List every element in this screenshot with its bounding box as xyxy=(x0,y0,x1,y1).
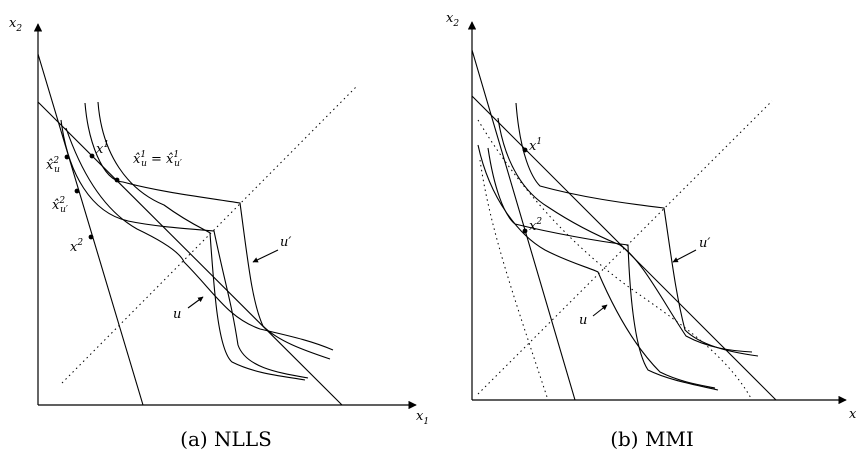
panel-a-indifference-curve-2 xyxy=(65,127,334,351)
panel-b-budget-line-2 xyxy=(471,49,576,401)
panel-b: x2 x x1 x2 u′ u (b) MMI xyxy=(446,11,857,451)
panel-a-point-x1 xyxy=(89,153,95,159)
panel-a-arrow-uprime xyxy=(252,249,279,263)
panel-a-caption: (a) NLLS xyxy=(180,427,272,451)
panel-b-label-uprime: u′ xyxy=(699,236,710,251)
panel-b-caption: (b) MMI xyxy=(610,427,694,451)
panel-a-budget-line-2 xyxy=(37,53,144,406)
panel-b-dotted-curve-1 xyxy=(477,119,753,401)
panel-a-indifference-curve-4 xyxy=(97,101,306,381)
panel-a: x2 x1 x1 x̂1 u = x̂1 u′ x̂2 u x̂2 u′ x2 u′ u… xyxy=(9,16,429,451)
panel-a-label-x1: x1 xyxy=(96,140,109,157)
panel-b-axis-x-label: x xyxy=(849,407,857,422)
panel-a-point-xhat-uprime2 xyxy=(74,188,80,194)
panel-a-axis-y-label: x2 xyxy=(9,16,22,34)
panel-b-point-x1 xyxy=(522,147,528,153)
panel-a-label-u: u xyxy=(173,307,181,322)
panel-b-indifference-curve-4 xyxy=(477,144,716,389)
panel-a-arrow-u xyxy=(187,296,204,309)
panel-a-indifference-curve-3 xyxy=(84,102,331,360)
panel-b-diagonal-ray xyxy=(477,100,773,395)
panel-b-axis-y-label: x2 xyxy=(446,11,459,29)
panel-b-dotted-curve-2 xyxy=(479,159,549,401)
panel-b-arrow-u xyxy=(592,304,608,317)
panel-a-axis-x-label: x1 xyxy=(416,409,429,427)
panel-b-label-u: u xyxy=(579,313,587,328)
panel-b-arrow-uprime xyxy=(672,249,697,263)
panel-b-label-x1: x1 xyxy=(529,137,542,154)
panel-a-label-xhat1: x̂1 u = x̂1 u′ xyxy=(133,150,182,169)
panel-b-indifference-curve-3 xyxy=(497,117,753,353)
panel-b-point-x2 xyxy=(522,228,528,234)
panel-a-budget-line-1 xyxy=(37,101,343,406)
panel-a-point-xhat-1 xyxy=(114,177,120,183)
panel-a-label-x2: x2 xyxy=(70,238,83,255)
panel-a-indifference-curve-1 xyxy=(60,119,309,379)
panel-b-indifference-curve-2 xyxy=(487,147,719,391)
panel-b-label-x2: x2 xyxy=(529,217,542,234)
panel-a-label-uprime: u′ xyxy=(280,235,291,250)
panel-a-label-xhat-u2: x̂2 u xyxy=(46,156,60,175)
panel-a-point-xhat-u2 xyxy=(64,154,70,160)
panel-a-point-x2 xyxy=(88,234,94,240)
panel-a-label-xhat-uprime2: x̂2 u′ xyxy=(52,196,68,215)
panel-b-indifference-curve-1 xyxy=(515,102,759,357)
